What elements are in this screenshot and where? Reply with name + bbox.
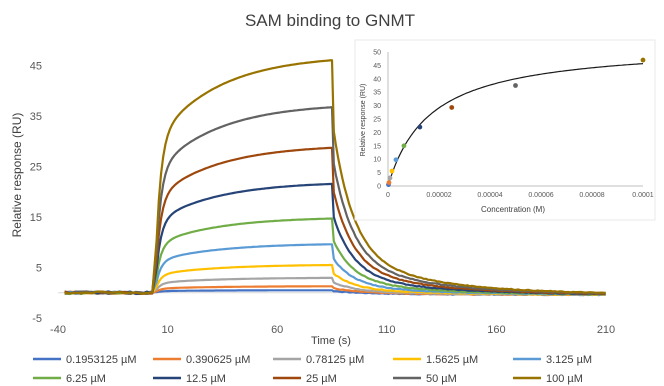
inset-y-tick-label: 40 — [373, 76, 381, 83]
inset-y-tick-label: 20 — [373, 130, 381, 137]
inset-x-tick-label: 0.00008 — [579, 192, 604, 199]
series-line — [64, 59, 606, 295]
legend-label: 6.25 µM — [66, 373, 106, 385]
inset-y-axis-label: Relative response (RU) — [360, 84, 367, 157]
main-x-axis-label: Time (s) — [311, 335, 351, 347]
fit-curve — [387, 63, 644, 187]
inset-y-tick-label: 45 — [373, 63, 381, 70]
inset-y-tick-label: 30 — [373, 103, 381, 110]
data-point — [513, 83, 518, 88]
data-point — [640, 57, 646, 63]
main-x-tick-label: 160 — [487, 324, 505, 336]
legend-item: 0.1953125 µM — [33, 354, 137, 366]
main-y-axis-label: Relative response (RU) — [10, 113, 24, 238]
data-point — [417, 124, 423, 130]
main-x-tick-label: -40 — [50, 324, 66, 336]
legend-label: 25 µM — [306, 373, 337, 385]
main-y-tick-label: 15 — [30, 212, 42, 224]
inset-y-tick-label: 15 — [373, 143, 381, 150]
inset-y-tick-label: 10 — [373, 157, 381, 164]
inset-y-tick-label: 35 — [373, 90, 381, 97]
legend-label: 0.390625 µM — [186, 354, 250, 366]
data-point — [387, 175, 393, 181]
legend-label: 12.5 µM — [186, 373, 226, 385]
inset-x-tick-label: 0.00002 — [426, 192, 451, 199]
main-y-tick-label: 25 — [30, 161, 42, 173]
main-y-tick-label: 5 — [36, 262, 42, 274]
data-point — [389, 168, 395, 174]
inset-y-tick-label: 50 — [373, 50, 381, 57]
inset-x-tick-label: 0.0001 — [632, 192, 654, 199]
series-line — [64, 243, 606, 296]
chart-title: SAM binding to GNMT — [245, 11, 415, 30]
data-point — [393, 157, 399, 163]
data-point — [401, 143, 407, 149]
data-point — [449, 105, 455, 110]
main-x-tick-label: 10 — [161, 324, 173, 336]
main-y-tick-label: 45 — [30, 60, 42, 72]
legend-label: 100 µM — [546, 373, 583, 385]
legend-item: 0.390625 µM — [153, 354, 250, 366]
legend-label: 1.5625 µM — [426, 354, 478, 366]
data-point — [386, 180, 392, 185]
main-x-tick-label: 210 — [597, 324, 615, 336]
inset-y-tick-label: 5 — [377, 170, 381, 177]
legend-item: 0.78125 µM — [273, 354, 364, 366]
main-plot: -40 10 60 110 160 210 -5 5 15 25 35 45 — [30, 59, 615, 336]
inset-background — [354, 39, 656, 221]
main-y-tick-label: -5 — [32, 313, 42, 325]
inset-plot: 0 0.00002 0.00004 0.00006 0.00008 0.0001 0 5 10 1… — [373, 50, 654, 200]
inset-chart: 0 0.00002 0.00004 0.00006 0.00008 0.0001 0 5 10 1… — [354, 39, 656, 221]
inset-x-tick-label: 0.00004 — [477, 192, 502, 199]
main-y-tick-label: 35 — [30, 111, 42, 123]
legend-item: 25 µM — [273, 373, 337, 385]
legend-item: 6.25 µM — [33, 373, 106, 385]
inset-x-axis-label: Concentration (M) — [481, 205, 545, 214]
inset-x-tick-label: 0.00006 — [528, 192, 553, 199]
inset-y-tick-label: 0 — [377, 184, 381, 191]
legend-item: 1.5625 µM — [393, 354, 478, 366]
legend-item: 100 µM — [513, 373, 583, 385]
legend: 0.1953125 µM 0.390625 µM 0.78125 µM 1.5625 … — [33, 354, 592, 385]
legend-item: 50 µM — [393, 373, 457, 385]
main-x-tick-label: 110 — [378, 324, 396, 336]
legend-item: 12.5 µM — [153, 373, 226, 385]
legend-label: 0.1953125 µM — [66, 354, 137, 366]
legend-label: 0.78125 µM — [306, 354, 364, 366]
inset-x-tick-label: 0 — [386, 192, 390, 199]
legend-item: 3.125 µM — [513, 354, 592, 366]
legend-label: 50 µM — [426, 373, 457, 385]
inset-y-tick-label: 25 — [373, 117, 381, 124]
legend-label: 3.125 µM — [546, 354, 592, 366]
main-x-tick-label: 60 — [271, 324, 283, 336]
